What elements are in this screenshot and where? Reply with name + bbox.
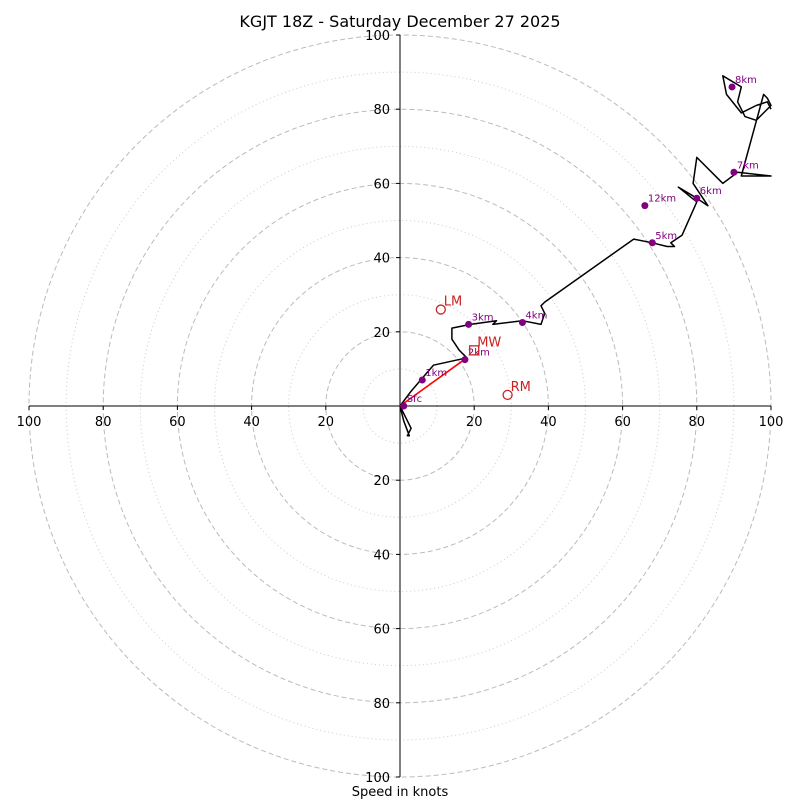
- tick-label: 20: [373, 326, 390, 341]
- tick-label: 80: [95, 415, 112, 430]
- height-marker-2km: [461, 356, 469, 364]
- motion-label: MW: [477, 335, 501, 350]
- height-marker-7km: [730, 168, 738, 176]
- height-marker-1km: [418, 376, 426, 384]
- height-marker-4km: [518, 319, 526, 327]
- tick-label: 20: [318, 415, 335, 430]
- height-label: 1km: [425, 368, 447, 379]
- tick-label: 40: [243, 415, 260, 430]
- tick-label: 80: [689, 415, 706, 430]
- tick-label: 100: [365, 29, 390, 44]
- tick-label: 100: [17, 415, 42, 430]
- height-label: 8km: [735, 75, 757, 86]
- height-marker-6km: [693, 194, 701, 202]
- tick-label: 20: [466, 415, 483, 430]
- height-label: 3km: [472, 312, 494, 323]
- height-marker-3km: [465, 320, 473, 328]
- tick-label: 80: [373, 103, 390, 118]
- tick-label: 100: [365, 771, 390, 786]
- tick-label: 60: [169, 415, 186, 430]
- height-label: 4km: [525, 311, 547, 322]
- height-marker-8km: [728, 83, 736, 91]
- height-label: 7km: [737, 160, 759, 171]
- tick-label: 60: [373, 177, 390, 192]
- height-marker-Sfc: [400, 402, 408, 410]
- hodograph-trace: [399, 75, 772, 437]
- storm-motion-marker: [502, 389, 513, 401]
- height-marker-12km: [641, 202, 649, 210]
- motion-label: RM: [511, 380, 531, 395]
- motion-label: LM: [444, 295, 462, 310]
- chart-title: KGJT 18Z - Saturday December 27 2025: [239, 12, 560, 31]
- tick-label: 40: [373, 548, 390, 563]
- height-marker-5km: [648, 239, 656, 247]
- tick-label: 80: [373, 697, 390, 712]
- tick-label: 40: [540, 415, 557, 430]
- tick-label: 20: [373, 474, 390, 489]
- shear-vector-line: [399, 357, 468, 407]
- tick-label: 40: [373, 252, 390, 267]
- height-label: 5km: [655, 231, 677, 242]
- tick-label: 60: [614, 415, 631, 430]
- height-label: 12km: [648, 194, 676, 205]
- tick-label: 60: [373, 623, 390, 638]
- axis-ticks: 20 20 20 20 40 40 40 40 60 60 60 60 80 80 80 80 100 100 10…: [17, 29, 784, 786]
- tick-label: 100: [759, 415, 784, 430]
- hodograph-lines: [399, 75, 772, 437]
- storm-motion-markers: LM MW RM: [435, 295, 531, 401]
- x-axis-label: Speed in knots: [352, 785, 449, 800]
- height-label: 6km: [700, 186, 722, 197]
- mean-wind-marker: [469, 345, 480, 356]
- height-label: Sfc: [407, 394, 422, 405]
- storm-motion-marker: [435, 304, 446, 315]
